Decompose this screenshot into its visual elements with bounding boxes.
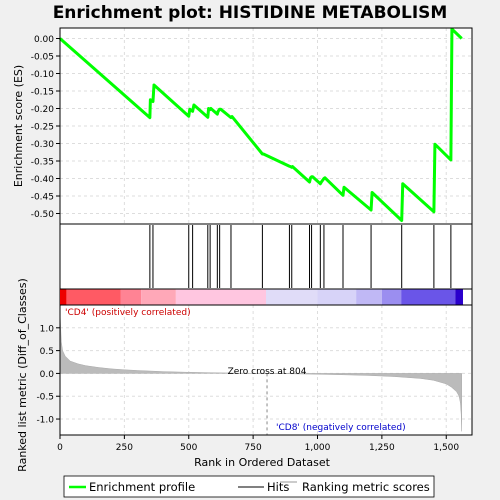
es-y-ticks: 0.00 -0.05 -0.10 -0.15 -0.20 -0.25 -0.30 -0.35 -… [31, 35, 60, 220]
es-y-tick-label: -0.50 [31, 210, 55, 220]
enrichment-profile-line [59, 27, 463, 222]
metric-y-ticks: 1.0 0.5 0.0 -0.5 -1.0 [36, 324, 60, 426]
zero-cross-label: Zero cross at 804 [228, 367, 307, 377]
metric-panel: 1.0 0.5 0.0 -0.5 -1.0 0 250 500 750 1,000 1,250 1,… [16, 278, 473, 472]
color-bar-segment [356, 289, 382, 305]
es-y-axis-label: Enrichment score (ES) [12, 65, 25, 187]
color-bar-segment [455, 289, 463, 305]
es-y-tick-label: -0.20 [31, 105, 55, 115]
hit-markers [149, 225, 452, 288]
metric-x-tick-label: 0 [57, 443, 63, 453]
metric-x-ticks: 0 250 500 750 1,000 1,250 1,500 [57, 435, 459, 453]
color-bar-segment [401, 289, 456, 305]
metric-x-tick-label: 1,250 [369, 443, 395, 453]
es-y-tick-label: -0.30 [31, 140, 55, 150]
es-y-tick-label: -0.05 [31, 53, 54, 63]
color-bar-segment [66, 289, 121, 305]
legend: Enrichment profile Hits Ranking metric s… [63, 475, 435, 498]
ranking-metric-area [59, 311, 462, 432]
neg-correlated-label: 'CD8' (negatively correlated) [276, 423, 406, 433]
legend-enrichment-label: Enrichment profile [89, 480, 195, 494]
metric-x-tick-label: 750 [245, 443, 262, 453]
es-panel: 0.00 -0.05 -0.10 -0.15 -0.20 -0.25 -0.30 -0.35 -… [12, 27, 473, 225]
metric-y-tick-label: -1.0 [36, 416, 54, 426]
color-bar-segment [381, 289, 402, 305]
metric-y-tick-label: 0.5 [40, 347, 54, 357]
es-y-tick-label: -0.45 [31, 193, 54, 203]
rank-color-bar [59, 288, 473, 306]
metric-x-axis-label: Rank in Ordered Dataset [194, 456, 331, 469]
metric-y-axis-label: Ranked list metric (Diff_of_Classes) [16, 278, 29, 472]
chart-title: Enrichment plot: HISTIDINE METABOLISM [53, 3, 448, 23]
color-bar-segment [266, 289, 318, 305]
es-y-tick-label: 0.00 [34, 35, 54, 45]
color-bar-segments [60, 289, 463, 305]
pos-correlated-label: 'CD4' (positively correlated) [65, 308, 191, 318]
color-bar-segment [141, 289, 176, 305]
metric-x-tick-label: 1,000 [305, 443, 331, 453]
es-y-tick-label: -0.40 [31, 175, 55, 185]
metric-x-tick-label: 1,500 [433, 443, 459, 453]
color-bar-segment [120, 289, 142, 305]
legend-metric-label: Ranking metric scores [302, 480, 430, 494]
metric-panel-border [59, 304, 473, 436]
legend-hits-label: Hits [267, 480, 289, 494]
metric-x-tick-label: 250 [116, 443, 133, 453]
color-bar-segment [60, 289, 67, 305]
metric-x-tick-label: 500 [180, 443, 197, 453]
color-bar-segment [317, 289, 357, 305]
es-y-tick-label: -0.35 [31, 158, 54, 168]
hits-panel-frame [59, 223, 473, 290]
metric-y-tick-label: 0.0 [40, 370, 55, 380]
hits-panel [59, 223, 473, 290]
es-y-tick-label: -0.10 [31, 70, 55, 80]
metric-y-tick-label: 1.0 [40, 324, 55, 334]
es-y-tick-label: -0.15 [31, 88, 54, 98]
es-y-tick-label: -0.25 [31, 123, 54, 133]
color-bar-segment [175, 289, 266, 305]
metric-y-tick-label: -0.5 [36, 393, 54, 403]
